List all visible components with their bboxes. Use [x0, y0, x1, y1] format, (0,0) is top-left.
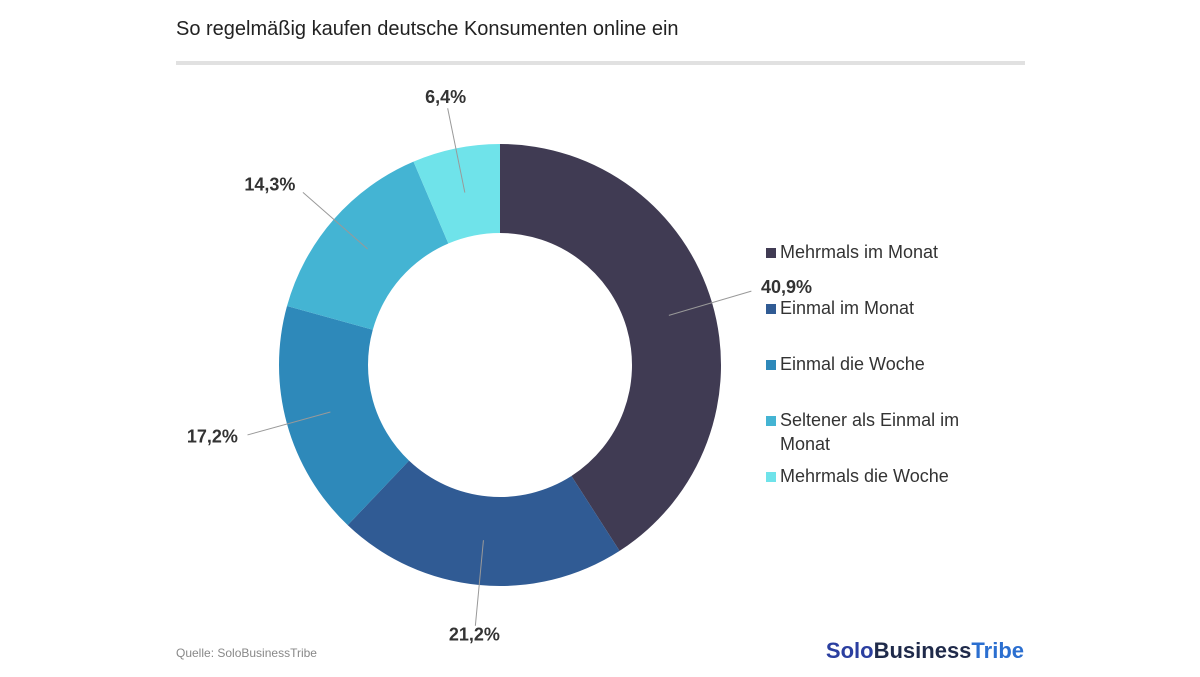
chart-title: So regelmäßig kaufen deutsche Konsumente… — [176, 18, 679, 40]
legend-label: Mehrmals im Monat — [780, 242, 939, 262]
brand-part: Tribe — [971, 638, 1024, 663]
brand-part: Solo — [825, 638, 874, 663]
data-label: 21,2% — [449, 625, 500, 645]
legend-swatch — [766, 416, 776, 426]
brand-part: Business — [873, 638, 972, 663]
leader-line — [474, 540, 484, 626]
donut-segment — [413, 144, 500, 244]
leader-line — [302, 191, 368, 250]
leader-line — [668, 290, 752, 316]
legend-swatch — [766, 248, 776, 258]
legend-label: Seltener als Einmal im Monat — [780, 410, 960, 454]
legend-item: Mehrmals im Monat — [766, 240, 966, 264]
legend: Mehrmals im Monat Einmal im Monat Einmal d… — [766, 240, 966, 520]
legend-item: Mehrmals die Woche — [766, 464, 966, 488]
legend-swatch — [766, 360, 776, 370]
legend-swatch — [766, 472, 776, 482]
donut-segment — [287, 161, 449, 330]
legend-label: Einmal die Woche — [780, 354, 925, 374]
legend-item: Einmal im Monat — [766, 296, 966, 320]
data-label: 17,2% — [187, 426, 238, 446]
data-label: 40,9% — [761, 277, 812, 297]
legend-swatch — [766, 304, 776, 314]
leader-line — [447, 108, 466, 193]
data-label: 6,4% — [425, 87, 466, 107]
donut-segment — [278, 306, 410, 526]
data-label: 14,3% — [244, 175, 295, 195]
donut-segment — [347, 460, 620, 586]
legend-item: Seltener als Einmal im Monat — [766, 408, 966, 456]
leader-line — [247, 411, 331, 436]
source: Quelle: SoloBusinessTribe — [176, 646, 317, 660]
legend-item: Einmal die Woche — [766, 352, 966, 376]
legend-label: Einmal im Monat — [780, 298, 915, 318]
title-rule — [176, 61, 1025, 65]
brand-logo: SoloBusinessTribe — [826, 638, 1024, 664]
legend-label: Mehrmals die Woche — [780, 466, 949, 486]
donut-segment — [500, 144, 722, 551]
